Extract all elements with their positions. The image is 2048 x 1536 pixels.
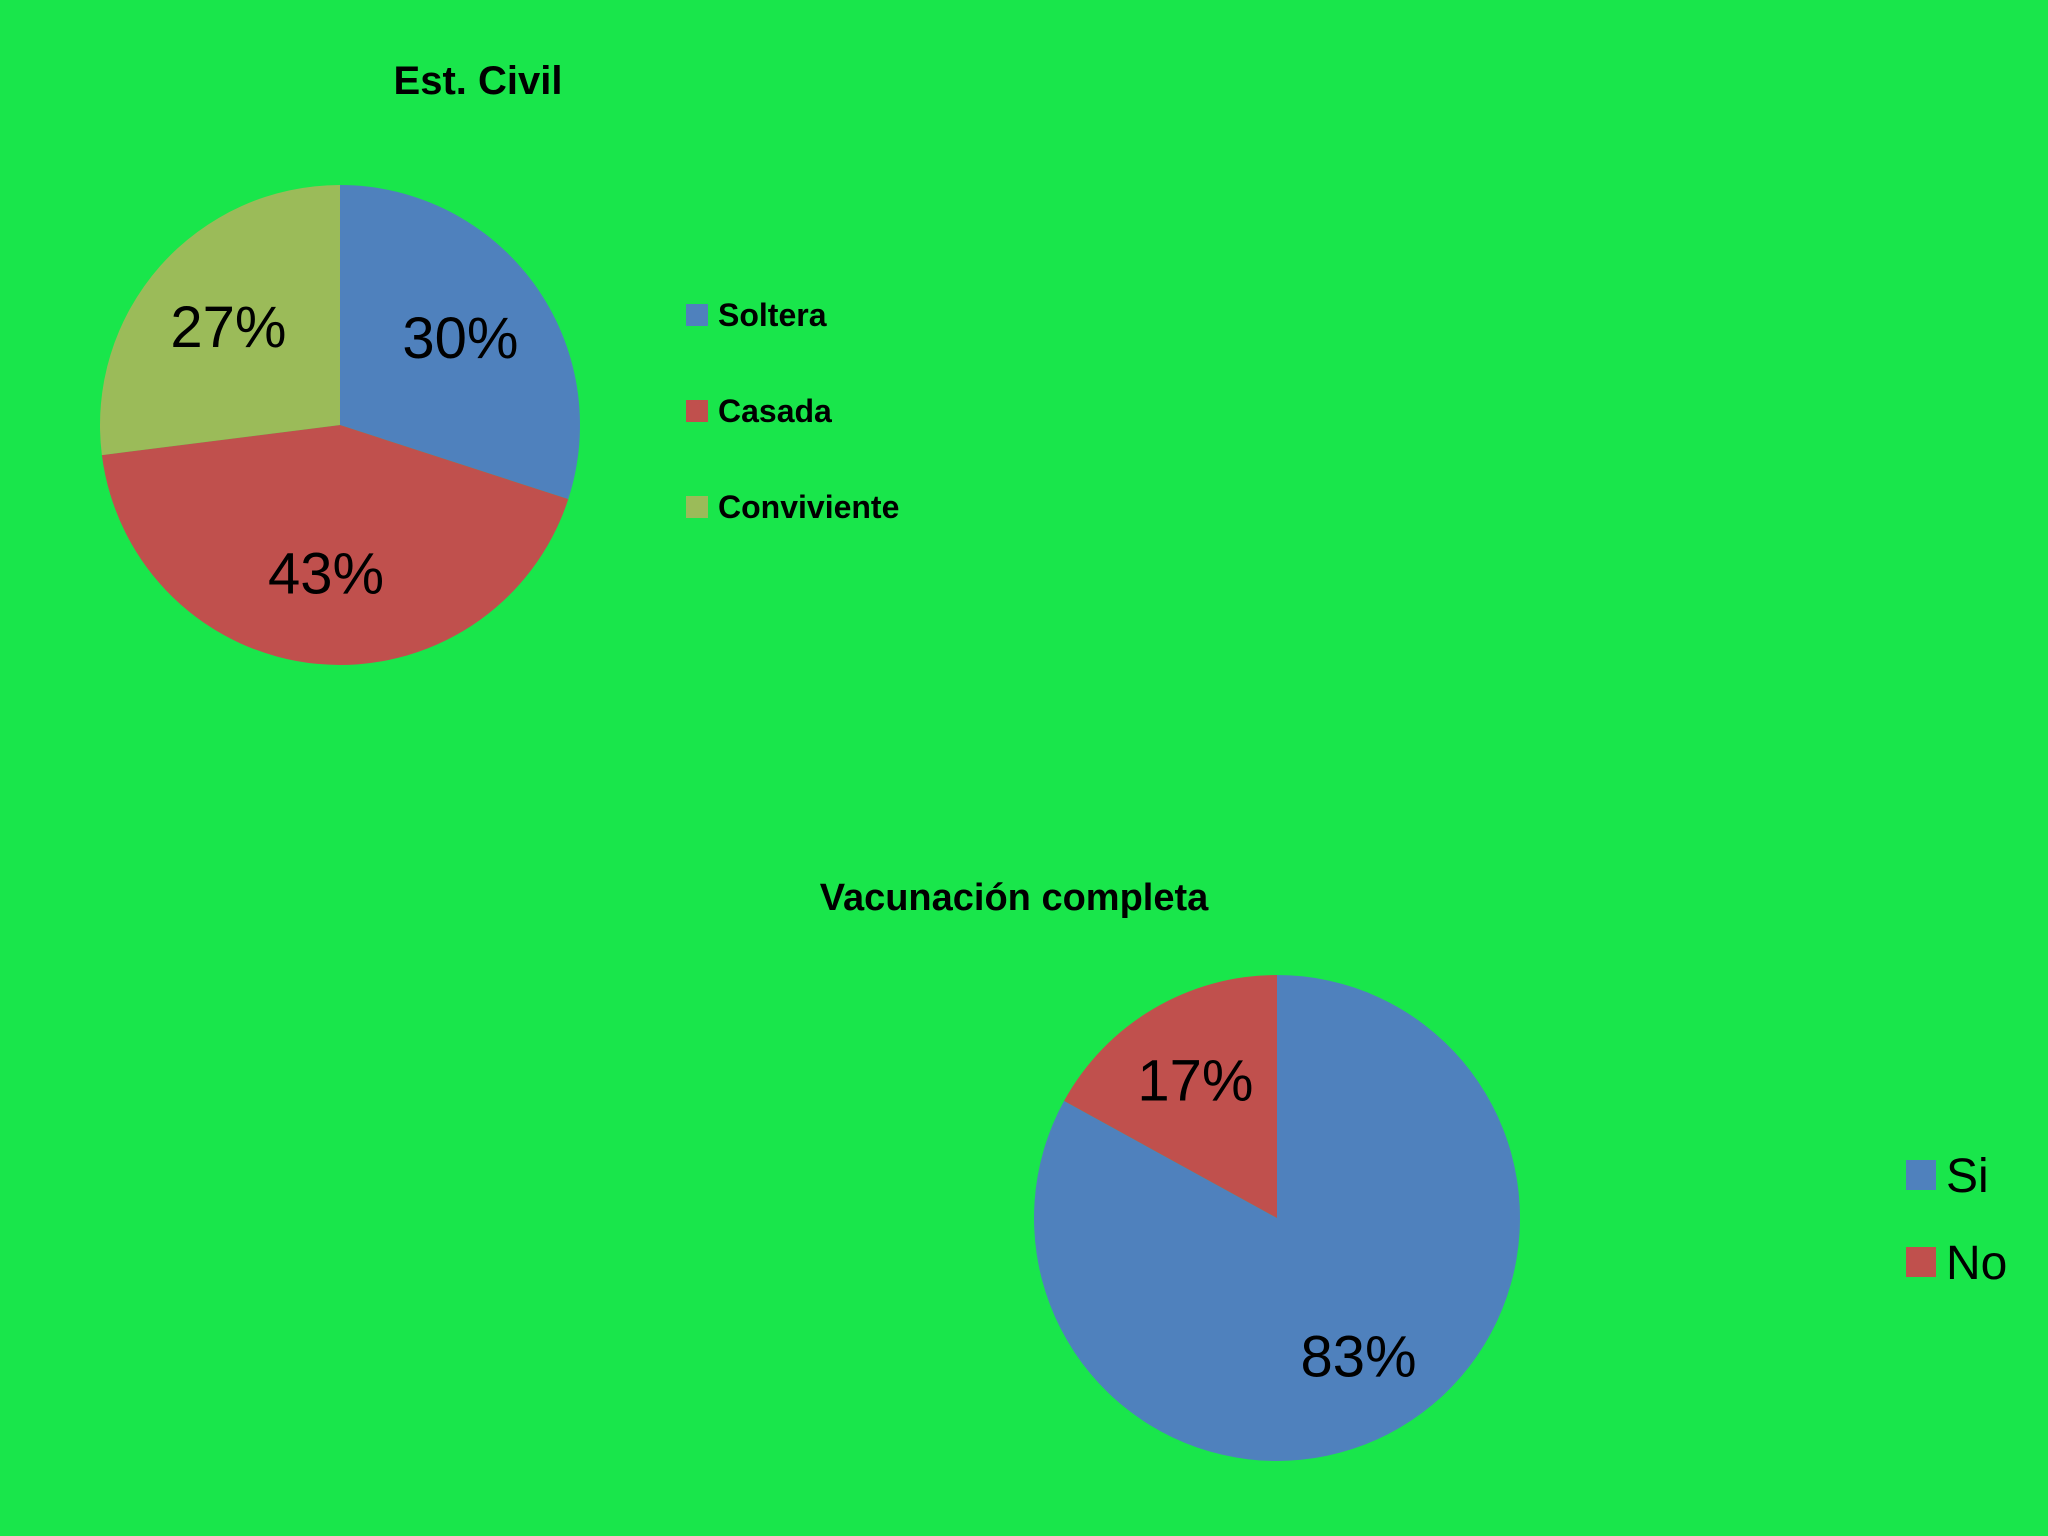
data-label-conviviente: 27% bbox=[170, 295, 286, 360]
legend: Soltera Casada Conviviente bbox=[686, 297, 899, 525]
pie-chart-2: Vacunación completa 83% 17% Si No bbox=[820, 877, 2007, 1462]
chart-title: Est. Civil bbox=[394, 59, 563, 103]
legend: Si No bbox=[1906, 1150, 2007, 1290]
legend-swatch-no bbox=[1906, 1247, 1936, 1277]
legend-label-soltera: Soltera bbox=[718, 297, 827, 333]
pie-slice-conviviente bbox=[99, 185, 341, 456]
data-label-casada: 43% bbox=[268, 541, 384, 606]
pie-slice-no bbox=[1064, 975, 1277, 1218]
legend-label-no: No bbox=[1946, 1237, 2007, 1290]
legend-label-casada: Casada bbox=[718, 393, 832, 429]
legend-label-si: Si bbox=[1946, 1150, 1989, 1203]
pie-chart-1: Est. Civil 30% 43% 27% Soltera Casada Convivie… bbox=[99, 59, 899, 665]
legend-swatch-si bbox=[1906, 1160, 1936, 1190]
legend-swatch-casada bbox=[686, 400, 708, 422]
pie-slice-si bbox=[1034, 975, 1521, 1462]
data-label-soltera: 30% bbox=[402, 306, 518, 371]
data-label-no: 17% bbox=[1137, 1048, 1253, 1113]
data-label-si: 83% bbox=[1301, 1324, 1417, 1389]
legend-label-conviviente: Conviviente bbox=[718, 489, 899, 525]
legend-swatch-soltera bbox=[686, 304, 708, 326]
pie-slice-casada bbox=[101, 425, 569, 665]
pie-slice-soltera bbox=[340, 185, 580, 500]
legend-swatch-conviviente bbox=[686, 496, 708, 518]
chart-title: Vacunación completa bbox=[820, 877, 1209, 919]
